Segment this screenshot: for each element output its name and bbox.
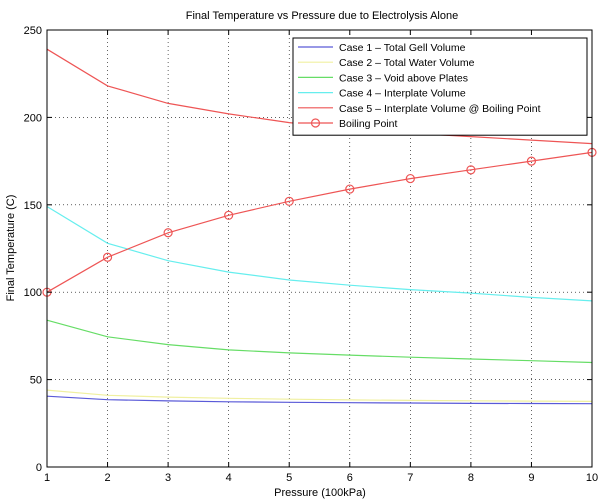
x-axis-label: Pressure (100kPa) bbox=[274, 487, 366, 499]
x-tick-label: 7 bbox=[407, 472, 413, 484]
x-tick-label: 2 bbox=[104, 472, 110, 484]
series-line-3 bbox=[46, 319, 593, 364]
x-tick-label: 9 bbox=[528, 472, 534, 484]
series-point-6 bbox=[284, 196, 294, 206]
series-point-6 bbox=[405, 173, 415, 184]
series-point-6 bbox=[466, 165, 476, 175]
x-tick-label: 1 bbox=[44, 472, 50, 484]
legend-label: Case 4 – Interplate Volume bbox=[339, 88, 466, 100]
series-line-2 bbox=[46, 389, 593, 402]
series-point-6 bbox=[526, 156, 537, 166]
legend-label: Case 3 – Void above Plates bbox=[339, 72, 468, 84]
series-point-6 bbox=[102, 252, 113, 262]
chart-title: Final Temperature vs Pressure due to Ele… bbox=[186, 10, 458, 22]
legend-marker bbox=[310, 118, 321, 128]
y-tick-label: 200 bbox=[24, 112, 42, 124]
series-point-6 bbox=[163, 228, 173, 238]
legend-label: Case 5 – Interplate Volume @ Boiling Poi… bbox=[339, 103, 541, 115]
series-line-1 bbox=[46, 395, 593, 405]
y-tick-label: 150 bbox=[24, 200, 42, 212]
y-tick-label: 100 bbox=[24, 287, 42, 299]
y-tick-label: 50 bbox=[30, 375, 42, 387]
x-tick-label: 8 bbox=[468, 472, 474, 484]
series-point-6 bbox=[224, 210, 234, 220]
x-tick-label: 10 bbox=[586, 472, 598, 484]
series-point-6 bbox=[345, 184, 355, 194]
legend-label: Boiling Point bbox=[339, 118, 397, 130]
x-tick-label: 5 bbox=[286, 472, 292, 484]
legend-label: Case 1 – Total Gell Volume bbox=[339, 42, 466, 54]
y-axis-label: Final Temperature (C) bbox=[5, 195, 17, 302]
x-tick-label: 6 bbox=[347, 472, 353, 484]
legend-label: Case 2 – Total Water Volume bbox=[339, 57, 475, 69]
plot-area-frame bbox=[46, 29, 593, 468]
y-tick-label: 250 bbox=[24, 25, 42, 37]
x-tick-label: 3 bbox=[165, 472, 171, 484]
legend-box bbox=[292, 37, 588, 136]
legend: Case 1 – Total Gell Volume Case 2 – Total… bbox=[292, 37, 588, 136]
x-tick-label: 4 bbox=[226, 472, 232, 484]
series-line-6 bbox=[46, 151, 593, 293]
y-tick-label: 0 bbox=[36, 462, 42, 474]
series-line-4 bbox=[46, 205, 593, 302]
